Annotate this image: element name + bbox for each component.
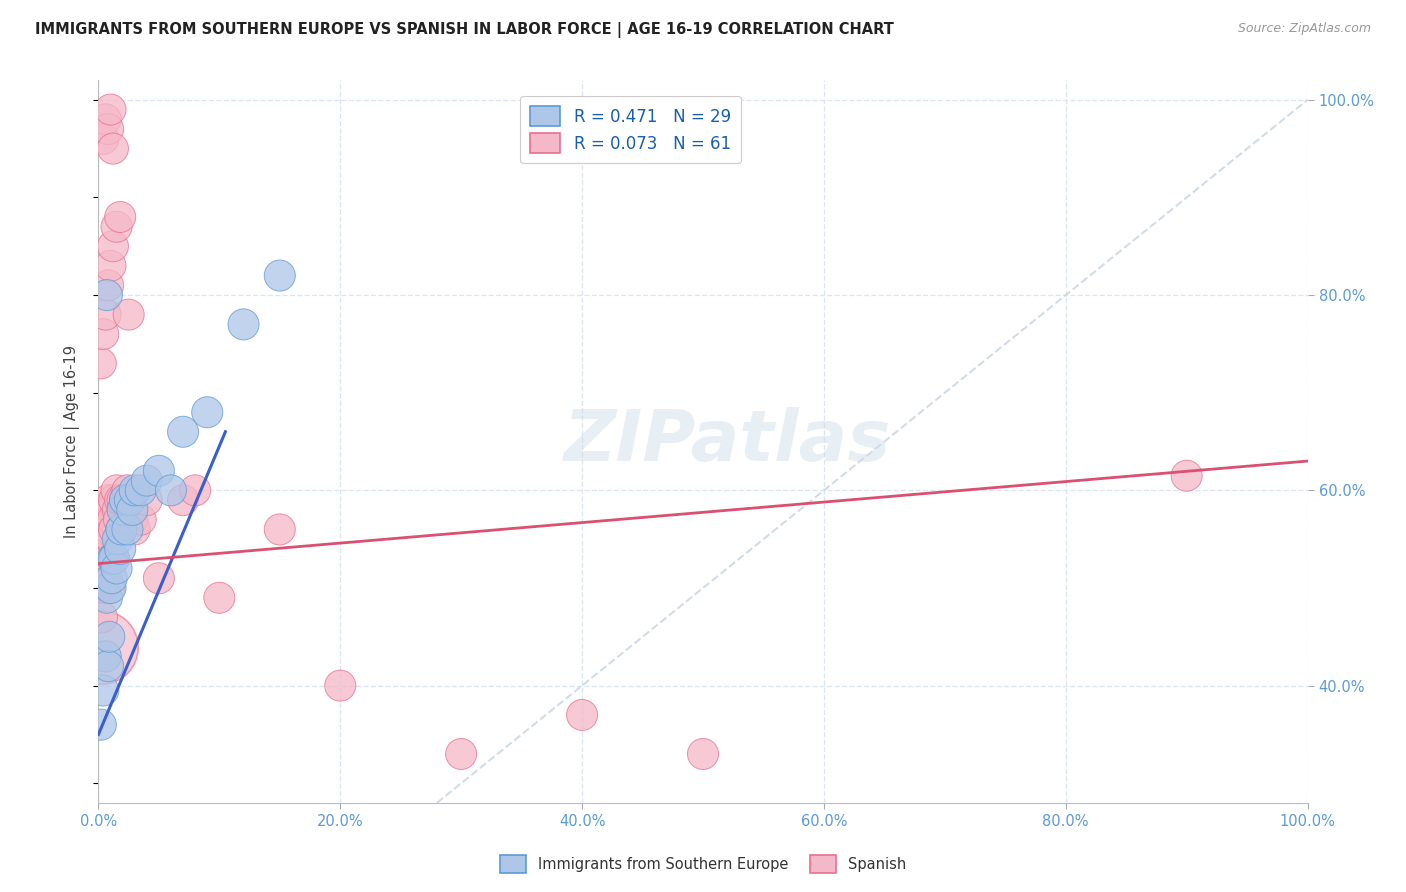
Point <box>108 493 131 508</box>
Point <box>98 630 121 644</box>
Point <box>94 581 117 595</box>
Point <box>100 532 122 546</box>
Point <box>103 523 125 537</box>
Point <box>94 308 117 322</box>
Point <box>110 523 132 537</box>
Point <box>100 551 122 566</box>
Point <box>108 210 131 224</box>
Text: ZIPatlas: ZIPatlas <box>564 407 891 476</box>
Point <box>1175 468 1198 483</box>
Point <box>100 259 122 273</box>
Point <box>91 532 114 546</box>
Point <box>100 571 122 585</box>
Point <box>100 503 122 517</box>
Point <box>90 640 112 654</box>
Point <box>101 142 124 156</box>
Point <box>97 278 120 293</box>
Point <box>195 405 218 419</box>
Point <box>117 523 139 537</box>
Point <box>172 425 194 439</box>
Text: IMMIGRANTS FROM SOUTHERN EUROPE VS SPANISH IN LABOR FORCE | AGE 16-19 CORRELATIO: IMMIGRANTS FROM SOUTHERN EUROPE VS SPANI… <box>35 22 894 38</box>
Point <box>172 493 194 508</box>
Point <box>124 483 146 498</box>
Point <box>93 541 115 556</box>
Point <box>96 288 118 302</box>
Point <box>98 523 121 537</box>
Point <box>101 239 124 253</box>
Y-axis label: In Labor Force | Age 16-19: In Labor Force | Age 16-19 <box>63 345 80 538</box>
Point <box>114 493 136 508</box>
Point <box>90 581 112 595</box>
Point <box>97 493 120 508</box>
Point <box>97 122 120 136</box>
Point <box>105 219 128 234</box>
Point <box>96 503 118 517</box>
Point <box>90 356 112 370</box>
Point <box>91 610 114 624</box>
Point <box>100 103 122 117</box>
Point <box>94 649 117 664</box>
Point <box>111 503 134 517</box>
Point <box>118 503 141 517</box>
Point <box>129 483 152 498</box>
Point <box>329 679 352 693</box>
Point <box>208 591 231 605</box>
Point <box>269 523 291 537</box>
Point <box>91 327 114 342</box>
Point <box>108 513 131 527</box>
Point <box>129 513 152 527</box>
Point <box>105 483 128 498</box>
Point <box>94 513 117 527</box>
Point <box>96 591 118 605</box>
Text: Source: ZipAtlas.com: Source: ZipAtlas.com <box>1237 22 1371 36</box>
Point <box>91 571 114 585</box>
Point <box>118 493 141 508</box>
Point <box>111 493 134 508</box>
Point <box>91 683 114 698</box>
Point <box>148 571 170 585</box>
Point <box>98 581 121 595</box>
Point <box>101 513 124 527</box>
Point <box>121 513 143 527</box>
Point <box>108 541 131 556</box>
Point <box>91 551 114 566</box>
Point <box>135 493 157 508</box>
Point <box>103 493 125 508</box>
Point <box>135 474 157 488</box>
Point <box>93 523 115 537</box>
Point <box>232 318 254 332</box>
Point <box>160 483 183 498</box>
Point <box>101 551 124 566</box>
Point <box>100 581 122 595</box>
Point <box>97 659 120 673</box>
Point <box>90 717 112 731</box>
Point <box>101 551 124 566</box>
Point <box>105 561 128 575</box>
Point <box>118 308 141 322</box>
Point <box>100 513 122 527</box>
Legend: R = 0.471   N = 29, R = 0.073   N = 61: R = 0.471 N = 29, R = 0.073 N = 61 <box>520 95 741 163</box>
Point <box>124 523 146 537</box>
Point <box>114 493 136 508</box>
Point <box>269 268 291 283</box>
Point <box>110 523 132 537</box>
Point <box>94 112 117 127</box>
Point <box>97 541 120 556</box>
Point <box>571 707 593 722</box>
Point <box>91 132 114 146</box>
Point <box>117 483 139 498</box>
Point <box>103 551 125 566</box>
Point <box>121 503 143 517</box>
Legend: Immigrants from Southern Europe, Spanish: Immigrants from Southern Europe, Spanish <box>492 848 914 880</box>
Point <box>148 464 170 478</box>
Point <box>184 483 207 498</box>
Point <box>692 747 714 761</box>
Point <box>96 571 118 585</box>
Point <box>107 503 129 517</box>
Point <box>107 532 129 546</box>
Point <box>450 747 472 761</box>
